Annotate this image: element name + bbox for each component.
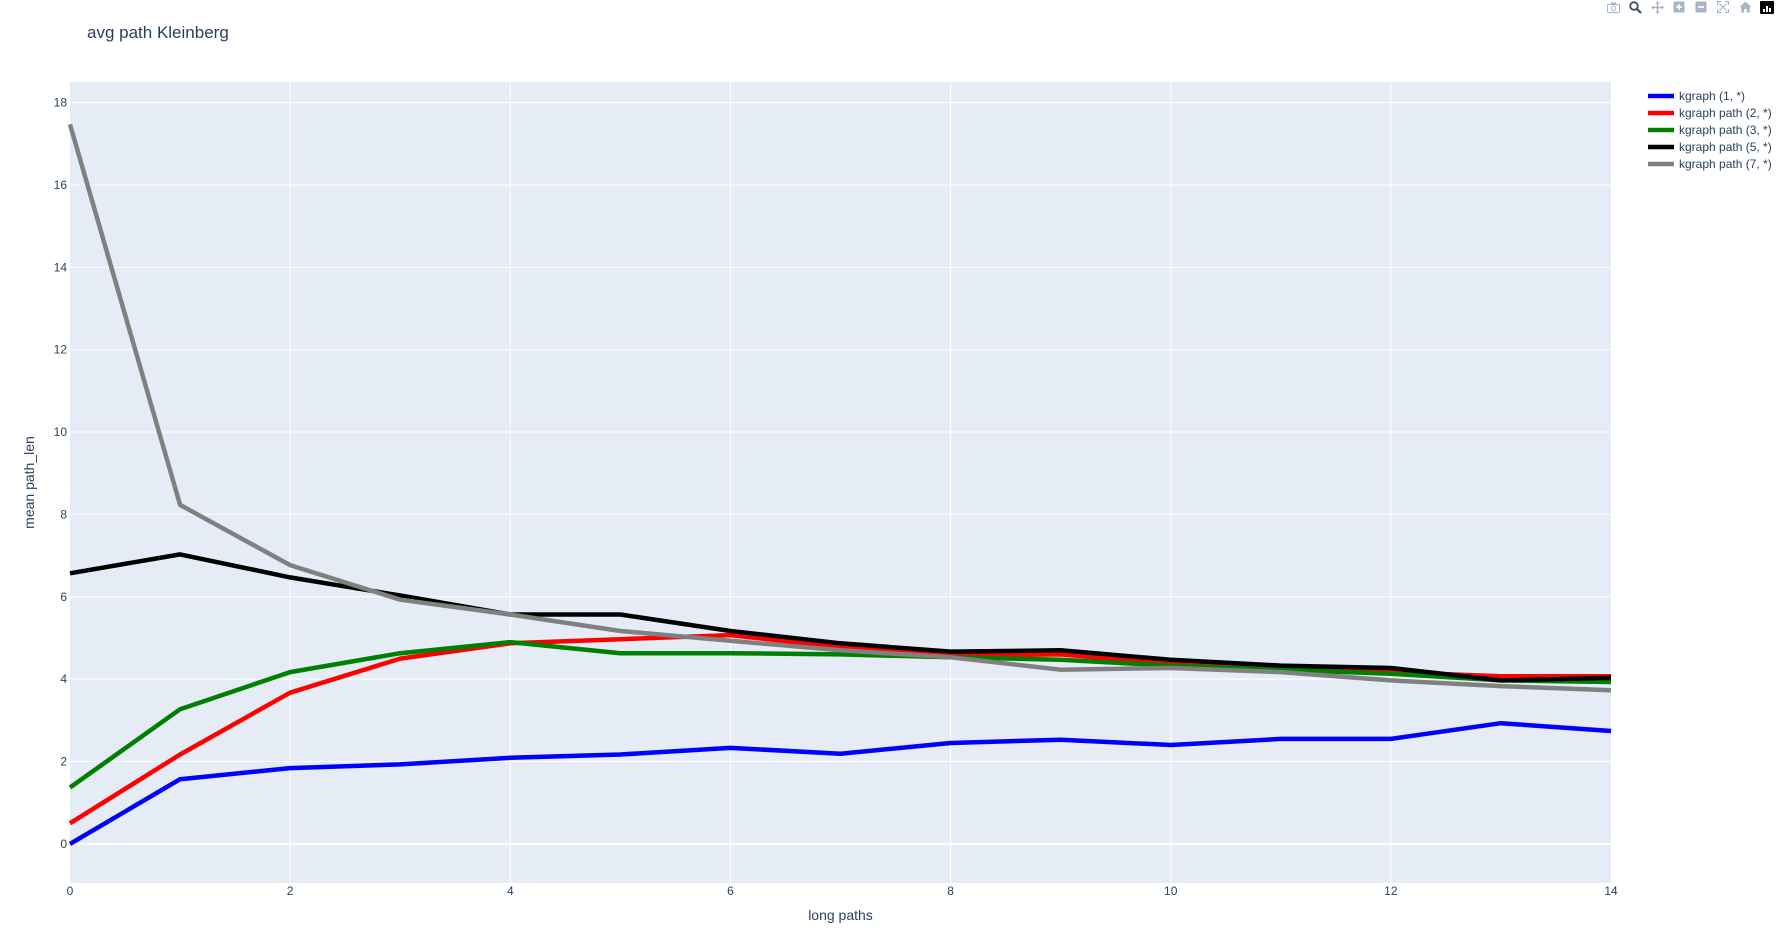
legend-label: kgraph path (2, *) [1679,106,1772,120]
y-tick-label: 6 [60,590,67,604]
legend-label: kgraph path (7, *) [1679,157,1772,171]
y-tick-label: 12 [54,343,68,357]
y-tick-label: 0 [60,837,67,851]
y-tick-label: 4 [60,672,67,686]
y-tick-label: 18 [54,96,68,110]
series-line-4[interactable] [69,552,1612,683]
y-tick-label: 8 [60,507,67,521]
camera-icon[interactable] [1606,1,1620,13]
x-tick-label: 0 [67,884,74,898]
legend-item[interactable]: kgraph path (2, *) [1648,106,1772,120]
zoom-in-icon[interactable] [1672,1,1686,13]
legend-item[interactable]: kgraph path (3, *) [1648,123,1772,137]
x-axis-ticks: 0 2 4 6 8 10 12 14 [67,884,1618,898]
legend-label: kgraph (1, *) [1679,89,1745,103]
series-line-3[interactable] [68,639,1612,790]
y-tick-label: 16 [54,178,68,192]
y-axis-title: mean path_len [21,436,37,529]
modebar [1606,0,1776,14]
series-line-1[interactable] [68,720,1612,846]
x-tick-label: 14 [1604,884,1618,898]
x-tick-label: 4 [507,884,514,898]
legend-item[interactable]: kgraph path (7, *) [1648,157,1772,171]
x-axis-title: long paths [808,907,873,923]
x-tick-label: 2 [287,884,294,898]
y-tick-label: 10 [54,425,68,439]
zoom-out-icon[interactable] [1694,1,1708,13]
x-tick-label: 12 [1384,884,1398,898]
legend-item[interactable]: kgraph (1, *) [1648,89,1745,103]
series-line-5[interactable] [67,123,1612,693]
y-tick-label: 2 [60,755,67,769]
legend-label: kgraph path (3, *) [1679,123,1772,137]
plot-area[interactable] [70,82,1611,883]
legend: kgraph (1, *) kgraph path (2, *) kgraph pa… [1648,89,1772,171]
x-tick-label: 10 [1164,884,1178,898]
zoom-icon[interactable] [1628,0,1642,14]
x-tick-label: 8 [947,884,954,898]
y-tick-label: 14 [54,260,68,274]
legend-item[interactable]: kgraph path (5, *) [1648,140,1772,154]
y-axis-ticks: 0 2 4 6 8 10 12 14 16 18 [54,96,68,851]
autoscale-icon[interactable] [1716,1,1730,13]
home-icon[interactable] [1738,1,1752,13]
pan-icon[interactable] [1650,0,1664,14]
legend-label: kgraph path (5, *) [1679,140,1772,154]
plotly-logo-icon[interactable] [1760,0,1774,14]
gridlines [70,82,1611,883]
chart-title: avg path Kleinberg [87,23,229,42]
series-lines [67,123,1612,846]
x-tick-label: 6 [727,884,734,898]
